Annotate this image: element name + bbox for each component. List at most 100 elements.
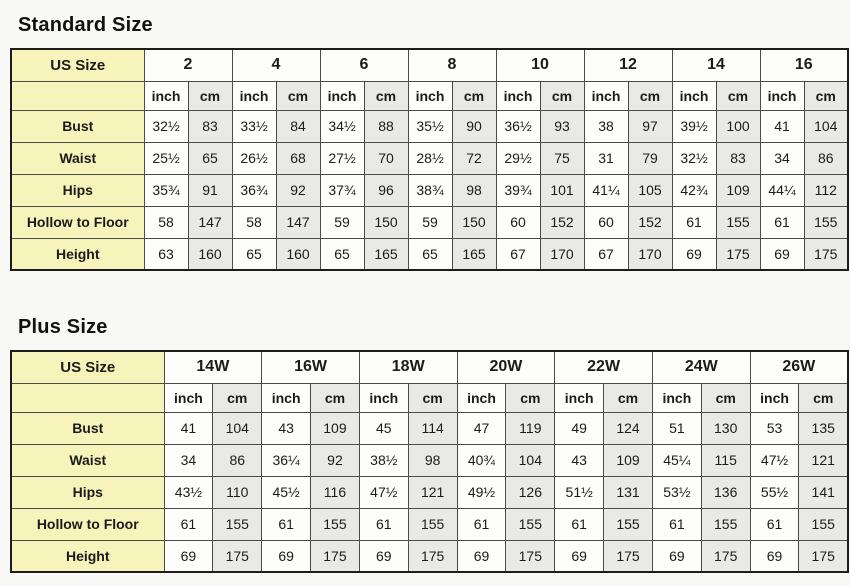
value-cm: 109 bbox=[715, 173, 761, 207]
value-cm: 124 bbox=[603, 411, 653, 445]
unit-header-cm: cm bbox=[539, 80, 585, 111]
size-header-row: US Size 2 4 6 8 10 12 14 16 bbox=[10, 48, 849, 82]
value-cm: 165 bbox=[363, 237, 409, 271]
value-cm: 88 bbox=[363, 109, 409, 143]
unit-header-inch: inch bbox=[163, 382, 214, 413]
value-cm: 175 bbox=[505, 539, 556, 573]
unit-header-cm: cm bbox=[803, 80, 849, 111]
size-column-header: 12 bbox=[583, 48, 673, 82]
value-inch: 35½ bbox=[407, 109, 453, 143]
value-inch: 35¾ bbox=[143, 173, 189, 207]
value-cm: 72 bbox=[451, 141, 497, 175]
unit-header-inch: inch bbox=[554, 382, 605, 413]
value-inch: 29½ bbox=[495, 141, 541, 175]
size-column-header: 14W bbox=[163, 350, 263, 384]
unit-header-cm: cm bbox=[603, 382, 653, 413]
value-cm: 86 bbox=[803, 141, 849, 175]
value-cm: 70 bbox=[363, 141, 409, 175]
value-cm: 86 bbox=[212, 443, 263, 477]
plus-size-table: US Size 14W 16W 18W 20W 22W 24W 26W inch cm inch cm… bbox=[10, 350, 849, 573]
measurement-row: Height 63 160 65 160 65 165 65 165 67 170 67 170 69 17… bbox=[10, 237, 849, 271]
value-cm: 105 bbox=[627, 173, 673, 207]
value-cm: 155 bbox=[798, 507, 849, 541]
value-inch: 40¾ bbox=[456, 443, 507, 477]
value-inch: 69 bbox=[261, 539, 312, 573]
value-cm: 84 bbox=[275, 109, 321, 143]
measurement-label: Bust bbox=[10, 411, 165, 445]
value-inch: 43½ bbox=[163, 475, 214, 509]
value-inch: 63 bbox=[143, 237, 189, 271]
unit-header-inch: inch bbox=[456, 382, 507, 413]
measurement-row: Hollow to Floor 61 155 61 155 61 155 61 155 61 155… bbox=[10, 507, 849, 541]
value-cm: 160 bbox=[187, 237, 233, 271]
value-cm: 141 bbox=[798, 475, 849, 509]
value-inch: 58 bbox=[231, 205, 277, 239]
unit-header-cm: cm bbox=[627, 80, 673, 111]
measurement-row: Bust 32½ 83 33½ 84 34½ 88 35½ 90 36½ 93 38 97 39½ 100 4… bbox=[10, 109, 849, 143]
value-inch: 33½ bbox=[231, 109, 277, 143]
value-cm: 160 bbox=[275, 237, 321, 271]
value-cm: 101 bbox=[539, 173, 585, 207]
value-cm: 175 bbox=[803, 237, 849, 271]
value-cm: 90 bbox=[451, 109, 497, 143]
value-inch: 53½ bbox=[651, 475, 702, 509]
us-size-corner-header: US Size bbox=[10, 48, 145, 82]
value-cm: 109 bbox=[310, 411, 360, 445]
value-cm: 104 bbox=[505, 443, 556, 477]
value-cm: 126 bbox=[505, 475, 556, 509]
measurement-label: Waist bbox=[10, 141, 145, 175]
value-inch: 47½ bbox=[358, 475, 409, 509]
value-inch: 59 bbox=[407, 205, 453, 239]
value-inch: 32½ bbox=[671, 141, 717, 175]
blank-corner-cell bbox=[10, 80, 145, 111]
value-inch: 61 bbox=[456, 507, 507, 541]
unit-header-inch: inch bbox=[759, 80, 805, 111]
unit-header-inch: inch bbox=[143, 80, 189, 111]
value-cm: 155 bbox=[212, 507, 263, 541]
value-inch: 51½ bbox=[554, 475, 605, 509]
measurement-label: Height bbox=[10, 539, 165, 573]
value-inch: 45½ bbox=[261, 475, 312, 509]
value-inch: 61 bbox=[671, 205, 717, 239]
measurement-label: Hips bbox=[10, 173, 145, 207]
unit-header-inch: inch bbox=[671, 80, 717, 111]
value-inch: 36¼ bbox=[261, 443, 312, 477]
value-cm: 175 bbox=[798, 539, 849, 573]
value-inch: 38¾ bbox=[407, 173, 453, 207]
unit-header-inch: inch bbox=[407, 80, 453, 111]
measurement-label: Hips bbox=[10, 475, 165, 509]
value-inch: 49 bbox=[554, 411, 605, 445]
value-cm: 115 bbox=[700, 443, 751, 477]
value-cm: 121 bbox=[407, 475, 458, 509]
measurement-label: Hollow to Floor bbox=[10, 205, 145, 239]
value-inch: 36½ bbox=[495, 109, 541, 143]
size-column-header: 8 bbox=[407, 48, 497, 82]
value-cm: 92 bbox=[310, 443, 360, 477]
value-inch: 41 bbox=[759, 109, 805, 143]
value-cm: 155 bbox=[310, 507, 360, 541]
size-column-header: 24W bbox=[651, 350, 751, 384]
value-inch: 69 bbox=[759, 237, 805, 271]
value-inch: 61 bbox=[261, 507, 312, 541]
measurement-label: Hollow to Floor bbox=[10, 507, 165, 541]
value-inch: 65 bbox=[319, 237, 365, 271]
value-cm: 131 bbox=[603, 475, 653, 509]
size-column-header: 2 bbox=[143, 48, 233, 82]
value-inch: 53 bbox=[749, 411, 800, 445]
unit-header-cm: cm bbox=[700, 382, 751, 413]
value-cm: 135 bbox=[798, 411, 849, 445]
value-cm: 121 bbox=[798, 443, 849, 477]
size-column-header: 20W bbox=[456, 350, 556, 384]
value-cm: 150 bbox=[451, 205, 497, 239]
value-cm: 98 bbox=[407, 443, 458, 477]
value-inch: 47½ bbox=[749, 443, 800, 477]
value-inch: 69 bbox=[671, 237, 717, 271]
value-inch: 58 bbox=[143, 205, 189, 239]
value-cm: 91 bbox=[187, 173, 233, 207]
value-cm: 170 bbox=[539, 237, 585, 271]
value-inch: 69 bbox=[554, 539, 605, 573]
standard-size-table: US Size 2 4 6 8 10 12 14 16 inch cm inch cm inch cm inc… bbox=[10, 48, 849, 271]
value-inch: 34 bbox=[163, 443, 214, 477]
unit-header-inch: inch bbox=[651, 382, 702, 413]
value-inch: 28½ bbox=[407, 141, 453, 175]
